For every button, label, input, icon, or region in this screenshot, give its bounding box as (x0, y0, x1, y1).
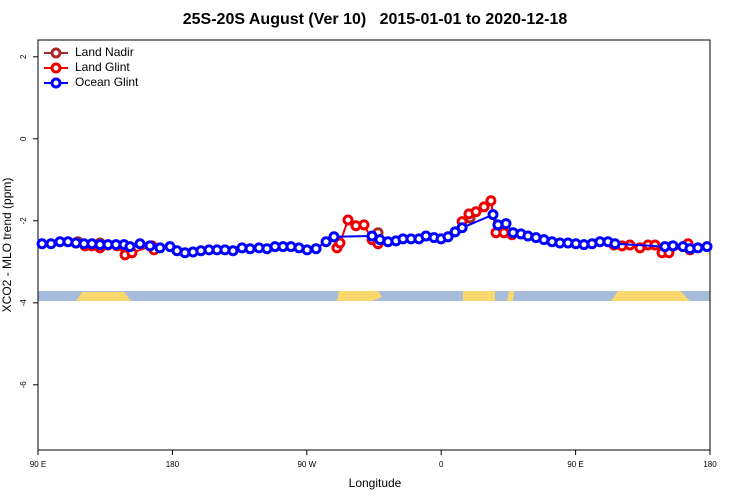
x-tick-label: 180 (703, 460, 717, 469)
data-point (456, 222, 468, 234)
y-axis-label: XCO2 - MLO trend (ppm) (0, 178, 14, 313)
data-point (667, 240, 679, 252)
y-tick-label: -4 (19, 299, 28, 307)
data-point (701, 241, 713, 253)
chart-title: 25S-20S August (Ver 10) 2015-01-01 to 20… (183, 11, 568, 28)
x-tick-label: 90 W (297, 460, 316, 469)
x-tick-label: 0 (439, 460, 444, 469)
series (36, 209, 713, 259)
data-point (485, 195, 497, 207)
land-band (337, 291, 382, 301)
legend-marker (50, 62, 62, 74)
legend-label: Land Nadir (75, 45, 134, 59)
data-point (500, 218, 512, 230)
data-point (320, 236, 332, 248)
legend-marker (50, 47, 62, 59)
land-band (463, 291, 495, 301)
y-tick-label: 0 (19, 136, 28, 141)
y-tick-label: -2 (19, 217, 28, 225)
data-point (342, 214, 354, 226)
data-point (442, 231, 454, 243)
data-point (36, 238, 48, 250)
y-tick-label: 2 (19, 54, 28, 59)
data-point (310, 243, 322, 255)
data-point (358, 219, 370, 231)
land-band (611, 291, 690, 301)
legend-label: Land Glint (75, 60, 130, 74)
y-tick-label: -6 (19, 381, 28, 389)
data-point (227, 245, 239, 257)
data-point (124, 241, 136, 253)
data-point (609, 238, 621, 250)
land-band (76, 292, 131, 301)
legend-marker (50, 77, 62, 89)
data-point (301, 244, 313, 256)
data-point (244, 243, 256, 255)
data-point (45, 238, 57, 250)
data-point (134, 238, 146, 250)
land-band (507, 291, 514, 301)
data-point (692, 242, 704, 254)
x-tick-label: 180 (166, 460, 180, 469)
land-mask (38, 291, 710, 301)
legend-label: Ocean Glint (75, 75, 139, 89)
x-tick-label: 90 E (30, 460, 46, 469)
x-axis-label: Longitude (349, 476, 402, 490)
data-point (144, 240, 156, 252)
data-point (487, 209, 499, 221)
data-point (470, 206, 482, 218)
data-point (154, 242, 166, 254)
data-point (328, 231, 340, 243)
data-point (478, 201, 490, 213)
data-point (334, 237, 346, 249)
x-tick-label: 90 E (567, 460, 583, 469)
